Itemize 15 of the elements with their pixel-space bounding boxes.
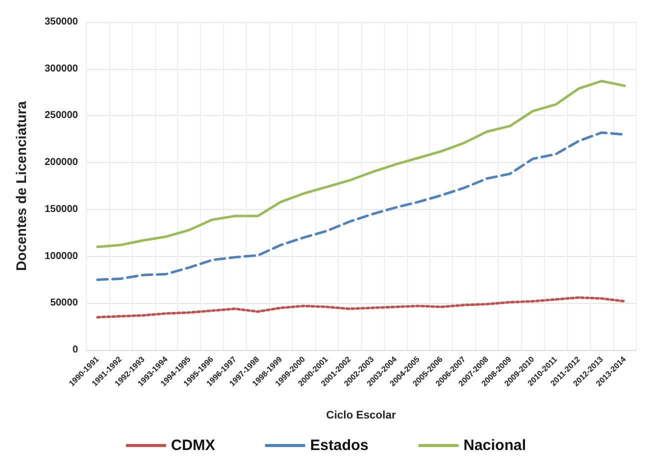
line-series — [96, 296, 626, 318]
legend-label: CDMX — [170, 437, 216, 454]
x-axis-title: Ciclo Escolar — [326, 410, 397, 422]
legend-label: Estados — [310, 437, 369, 454]
y-tick-label: 200000 — [44, 157, 78, 168]
y-tick-label: 300000 — [44, 63, 78, 74]
y-tick-label: 250000 — [44, 110, 78, 122]
legend-label: Nacional — [464, 437, 526, 454]
y-tick-label: 350000 — [44, 16, 78, 28]
y-axis-title: Docentes de Licenciatura — [13, 100, 29, 271]
y-tick-label: 0 — [72, 344, 78, 356]
line-series — [96, 80, 626, 248]
y-tick-label: 150000 — [44, 204, 78, 215]
y-tick-label: 50000 — [50, 298, 78, 309]
y-tick-label: 100000 — [44, 250, 78, 262]
